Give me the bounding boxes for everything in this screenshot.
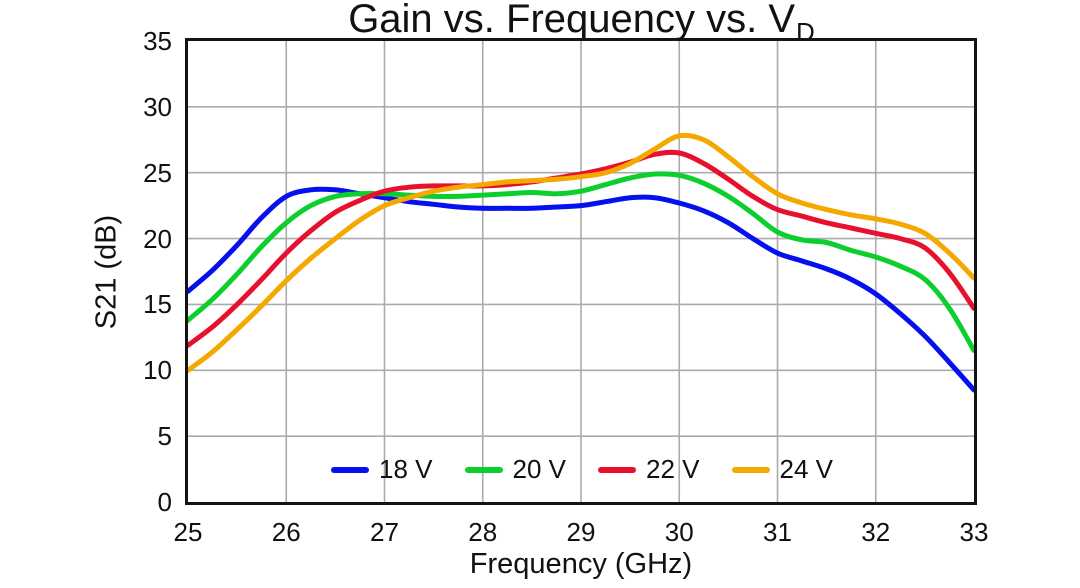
legend-item-18v: 18 V <box>331 454 433 485</box>
x-tick-label: 28 <box>468 517 498 547</box>
legend-swatch-20v <box>464 466 503 473</box>
plot-area <box>185 38 977 505</box>
x-tick-label: 29 <box>566 517 596 547</box>
y-tick-label: 0 <box>157 487 172 517</box>
x-tick-label: 32 <box>861 517 891 547</box>
x-tick-label: 25 <box>173 517 203 547</box>
series-line-24v <box>188 132 974 373</box>
legend: 18 V 20 V 22 V 24 V <box>331 454 833 485</box>
legend-label: 22 V <box>646 454 700 484</box>
plot-canvas <box>188 41 974 502</box>
y-tick-label: 30 <box>143 91 172 122</box>
legend-label: 24 V <box>779 454 834 484</box>
x-tick-label: 30 <box>664 517 694 547</box>
legend-item-24v: 24 V <box>731 454 834 485</box>
y-tick-label: 35 <box>143 26 172 56</box>
y-tick-label: 25 <box>143 157 172 188</box>
legend-label: 20 V <box>512 454 567 484</box>
legend-item-22v: 22 V <box>598 454 700 485</box>
legend-swatch-18v <box>331 466 369 473</box>
y-tick-label: 15 <box>143 289 172 320</box>
x-tick-label: 31 <box>763 517 792 547</box>
x-tick-label: 27 <box>370 517 399 547</box>
x-tick-label: 26 <box>271 517 301 547</box>
series-line-20v <box>188 171 974 353</box>
x-tick-label: 33 <box>959 517 989 547</box>
chart-title-main: Gain vs. Frequency vs. V <box>348 0 796 41</box>
y-tick-label: 5 <box>157 421 172 452</box>
legend-label: 18 V <box>379 454 433 484</box>
y-tick-label: 20 <box>143 223 172 254</box>
legend-item-20v: 20 V <box>464 454 567 485</box>
legend-swatch-24v <box>731 466 770 473</box>
series-line-18v <box>188 186 974 393</box>
y-tick-label: 10 <box>143 355 172 386</box>
x-axis-title: Frequency (GHz) <box>469 548 693 580</box>
series-line-22v <box>188 149 974 348</box>
legend-swatch-22v <box>598 466 636 473</box>
